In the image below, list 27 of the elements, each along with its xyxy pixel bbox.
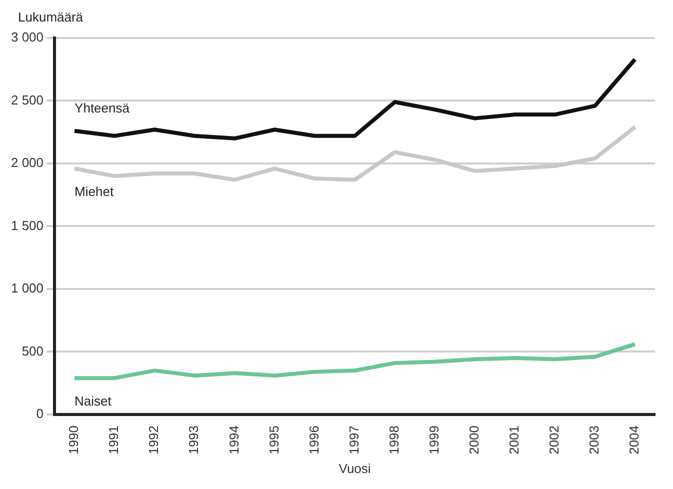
x-tick-label: 2003 bbox=[586, 425, 602, 454]
series-label: Naiset bbox=[74, 394, 112, 409]
y-axis-title: Lukumäärä bbox=[18, 10, 84, 25]
x-tick-label: 2001 bbox=[506, 425, 522, 454]
x-tick-label: 1995 bbox=[266, 425, 282, 454]
x-axis-title: Vuosi bbox=[338, 460, 371, 476]
x-tick-label: 1991 bbox=[106, 425, 122, 454]
y-tick-label: 500 bbox=[22, 343, 44, 358]
x-tick-label: 1992 bbox=[146, 425, 162, 454]
x-tick-label: 2002 bbox=[546, 425, 562, 454]
x-tick-label: 1999 bbox=[426, 425, 442, 454]
x-tick-label: 1998 bbox=[386, 425, 402, 454]
x-tick-label: 2000 bbox=[466, 425, 482, 454]
y-tick-label: 2 000 bbox=[10, 155, 44, 170]
x-tick-label: 1994 bbox=[226, 425, 242, 454]
x-tick-label: 1990 bbox=[66, 425, 82, 454]
x-tick-label: 2004 bbox=[626, 425, 642, 454]
x-tick-label: 1993 bbox=[186, 425, 202, 454]
x-tick-label: 1996 bbox=[306, 425, 322, 454]
series-label: Yhteensä bbox=[74, 100, 130, 116]
series-label: Miehet bbox=[74, 184, 114, 200]
x-tick-label: 1997 bbox=[346, 425, 362, 454]
y-tick-label: 1 000 bbox=[10, 280, 44, 296]
y-tick-label: 0 bbox=[36, 406, 44, 422]
y-tick-label: 3 000 bbox=[10, 30, 44, 45]
y-tick-label: 2 500 bbox=[10, 92, 44, 108]
y-tick-label: 1 500 bbox=[10, 218, 44, 233]
